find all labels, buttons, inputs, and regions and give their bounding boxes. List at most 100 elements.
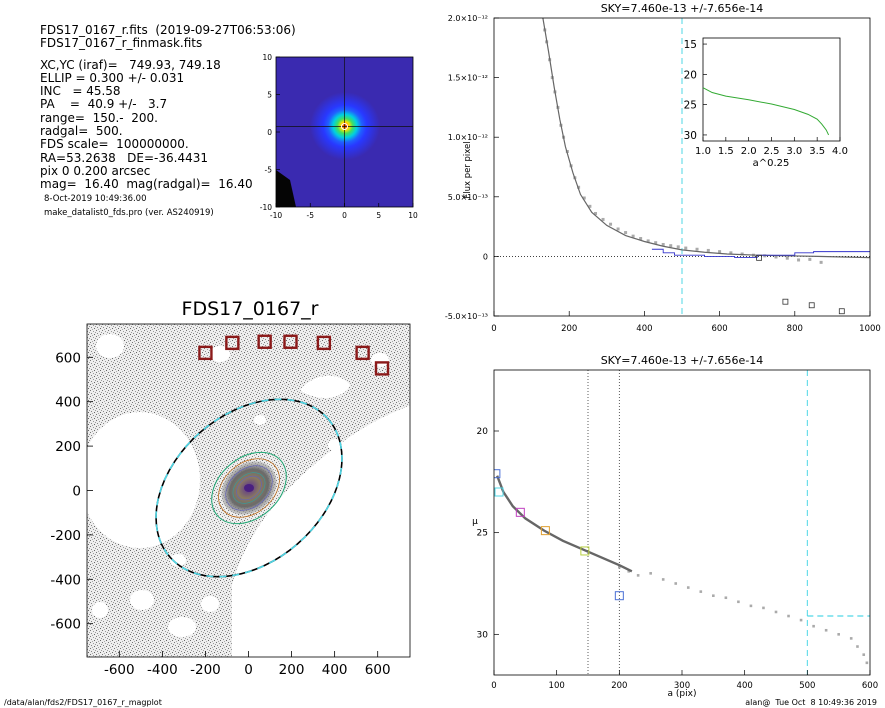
- flux-point: [601, 217, 605, 221]
- mu-title: SKY=7.460e-13 +/-7.656e-14: [601, 354, 764, 367]
- mu-xlabel: a (pix): [668, 689, 697, 699]
- flux-point: [676, 245, 680, 249]
- flux-point: [718, 250, 722, 254]
- mu-point: [856, 645, 859, 648]
- flux-ylabel: Flux per pixel: [463, 141, 473, 198]
- inset-ytick-label: 15: [684, 39, 697, 51]
- mu-ytick-label: 30: [477, 630, 489, 640]
- flux-blue-step: [651, 248, 870, 259]
- flux-point: [594, 211, 598, 215]
- param-pix: pix 0 0.200 arcsec: [40, 163, 151, 178]
- flux-xtick-label: 200: [561, 324, 577, 334]
- flux-point: [631, 234, 635, 238]
- mu-marker-square: [540, 526, 550, 536]
- flux-point: [706, 248, 710, 252]
- flux-point: [654, 241, 658, 245]
- image-xtick-label: 600: [365, 662, 391, 678]
- inset-xtick-label: 3.0: [786, 146, 802, 157]
- inset-xtick-label: 4.0: [832, 146, 848, 157]
- flux-outlier-square: [782, 298, 789, 305]
- image-ytick-label: -400: [50, 572, 81, 588]
- mask-box: [283, 334, 298, 349]
- param-xc: XC,YC (iraf)= 749.93, 749.18: [40, 57, 221, 72]
- inset-ytick-label: 25: [684, 100, 697, 112]
- thumb-ytick-label: 10: [262, 53, 272, 62]
- thumb-xtick-label: -5: [307, 211, 315, 220]
- mask-box: [225, 335, 240, 351]
- mu-point: [865, 661, 869, 665]
- flux-point: [774, 255, 778, 259]
- inset-green-curve: [702, 87, 830, 136]
- flux-point: [684, 246, 688, 250]
- mu-point: [849, 637, 853, 640]
- mu-point: [762, 606, 765, 610]
- mu-xtick-label: 0: [491, 681, 496, 691]
- mu-xtick-label: 600: [862, 681, 878, 691]
- flux-point: [808, 257, 812, 261]
- image-xtick-label: -200: [190, 662, 221, 678]
- inset-ytick-label: 20: [684, 69, 697, 81]
- mu-point: [712, 594, 715, 597]
- mu-point: [787, 614, 790, 618]
- flux-ytick-label: 0: [483, 252, 488, 261]
- thumb-ytick-label: -5: [265, 166, 273, 175]
- flux-point: [582, 196, 586, 200]
- galaxy-image-panel: FDS17_0167_r: [50, 298, 411, 678]
- flux-panel: SKY=7.460e-13 +/-7.656e-14 0 200 400 600 800…: [445, 2, 881, 334]
- mu-point: [837, 633, 840, 636]
- mask-box: [316, 335, 332, 351]
- mu-ytick-label: 25: [477, 529, 488, 539]
- flux-xtick-label: 800: [787, 324, 803, 334]
- flux-xtick-label: 0: [491, 324, 496, 334]
- date-line: 8-Oct-2019 10:49:36.00: [44, 193, 147, 204]
- info-block: FDS17_0167_r.fits (2019-09-27T06:53:06) …: [40, 23, 296, 220]
- flux-point: [609, 222, 613, 226]
- mu-point: [627, 570, 631, 573]
- mu-marker-square: [580, 546, 590, 556]
- flux-point: [646, 239, 650, 243]
- param-range: range= 150.- 200.: [40, 110, 158, 125]
- mu-point: [661, 578, 665, 581]
- thumb-ytick-label: 0: [267, 128, 272, 137]
- mu-xtick-label: 100: [549, 681, 565, 691]
- mu-point: [749, 604, 753, 608]
- mu-point: [636, 574, 640, 577]
- flux-outlier-square: [808, 302, 815, 309]
- param-radec: RA=53.2638 DE=-36.4431: [40, 150, 209, 165]
- flux-title: SKY=7.460e-13 +/-7.656e-14: [601, 2, 764, 15]
- mu-panel: SKY=7.460e-13 +/-7.656e-14 0 100 200 300 400…: [472, 354, 878, 699]
- inset-xlabel: a^0.25: [753, 158, 790, 169]
- inset-chart: 1.0 1.5 2.0 2.5 3.0 3.5 4.0 15 20 25 30 a^0.25: [684, 37, 848, 169]
- flux-point: [588, 204, 592, 208]
- image-ytick-label: 600: [55, 350, 81, 366]
- flux-ytick-label: 1.0×10⁻¹²: [448, 133, 488, 142]
- flux-ytick-label: 2.0×10⁻¹²: [448, 14, 488, 23]
- image-ytick-label: 400: [55, 395, 81, 411]
- image-xtick-label: 200: [279, 662, 305, 678]
- param-radgal: radgal= 500.: [40, 124, 123, 139]
- mask-box: [257, 334, 272, 349]
- thumb-xtick-label: 0: [342, 211, 347, 220]
- flux-point: [729, 251, 733, 255]
- mu-ylabel: μ: [472, 517, 478, 527]
- flux-point: [616, 227, 620, 231]
- flux-point: [819, 260, 823, 264]
- mu-point: [774, 610, 778, 614]
- flux-xtick-label: 400: [636, 324, 652, 334]
- inset-xtick-label: 1.5: [718, 146, 734, 157]
- flux-outlier-square: [838, 308, 845, 315]
- image-title: FDS17_0167_r: [182, 298, 319, 320]
- mu-point: [649, 572, 652, 575]
- param-pa: PA = 40.9 +/- 3.7: [40, 97, 168, 112]
- mask-box: [374, 361, 390, 376]
- param-inc: INC = 45.58: [40, 84, 121, 99]
- mask-box: [198, 345, 213, 361]
- image-ytick-label: -200: [50, 528, 81, 544]
- image-ytick-label: 200: [55, 439, 81, 455]
- param-mag: mag= 16.40 mag(radgal)= 16.40: [40, 177, 253, 192]
- mu-point: [862, 653, 866, 656]
- image-ytick-label: 0: [72, 484, 81, 500]
- program-line: make_datalist0_fds.pro (ver. AS240919): [44, 207, 214, 218]
- mu-ytick-label: 20: [477, 427, 489, 437]
